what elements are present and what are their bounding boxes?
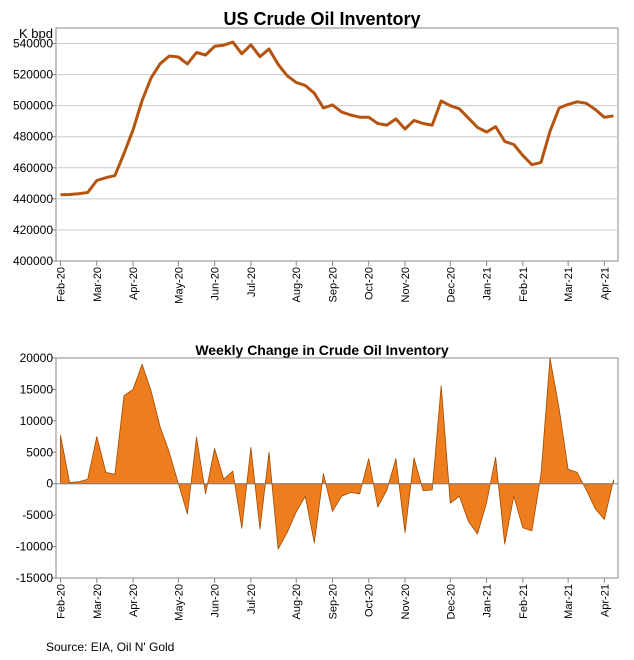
inventory-y-tick-label: 420000 xyxy=(13,223,53,237)
inventory-x-axis: Feb-20 Mar-20 Apr-20 May-20 Jun-20 Jul-20 Aug-… xyxy=(56,261,611,304)
inventory-y-tick-label: 480000 xyxy=(13,130,53,144)
weekly-change-y-axis: -15000 -10000 -5000 0 5000 10000 15000 20000 xyxy=(16,351,56,585)
weekly-change-area-chart: Weekly Change in Crude Oil Inventory -15… xyxy=(16,342,619,621)
weekly-change-x-tick-label: Apr-21 xyxy=(599,584,611,617)
weekly-change-y-tick-label: -5000 xyxy=(22,508,53,522)
weekly-change-x-tick-label: Oct-20 xyxy=(364,584,376,617)
inventory-line-chart: US Crude Oil Inventory K bpd 400000 42000… xyxy=(13,9,619,304)
inventory-y-unit: K bpd xyxy=(19,26,53,41)
inventory-y-tick-label: 400000 xyxy=(13,254,53,268)
weekly-change-y-tick-label: 10000 xyxy=(20,414,54,428)
weekly-change-x-tick-label: Feb-20 xyxy=(56,584,68,619)
weekly-change-y-tick-label: -15000 xyxy=(16,571,54,585)
inventory-x-tick-label: Aug-20 xyxy=(291,267,303,302)
weekly-change-x-tick-label: Jul-20 xyxy=(246,584,258,614)
inventory-x-tick-label: Jan-21 xyxy=(482,267,494,301)
weekly-change-x-tick-label: Nov-20 xyxy=(400,584,412,619)
inventory-x-tick-label: Dec-20 xyxy=(445,267,457,302)
inventory-series xyxy=(60,40,614,197)
inventory-x-tick-label: Jun-20 xyxy=(210,267,222,301)
inventory-x-tick-label: Mar-21 xyxy=(563,267,575,302)
inventory-y-tick-label: 520000 xyxy=(13,68,53,82)
inventory-x-tick-label: Jul-20 xyxy=(246,267,258,297)
weekly-change-x-tick-label: Sep-20 xyxy=(327,584,339,619)
inventory-x-tick-label: Mar-20 xyxy=(92,267,104,302)
source-note: Source: EIA, Oil N' Gold xyxy=(46,640,175,654)
inventory-x-tick-label: Feb-21 xyxy=(518,267,530,302)
inventory-y-tick-label: 440000 xyxy=(13,192,53,206)
weekly-change-x-tick-label: Apr-20 xyxy=(128,584,140,617)
weekly-change-x-tick-label: May-20 xyxy=(173,584,185,621)
weekly-change-x-tick-label: Dec-20 xyxy=(445,584,457,619)
inventory-y-tick-label: 460000 xyxy=(13,161,53,175)
weekly-change-y-tick-label: 20000 xyxy=(20,351,54,365)
weekly-change-y-tick-label: -10000 xyxy=(16,540,54,554)
inventory-y-tick-label: 540000 xyxy=(13,37,53,51)
weekly-change-area xyxy=(60,357,614,550)
weekly-change-x-tick-label: Jan-21 xyxy=(482,584,494,618)
inventory-x-tick-label: Apr-21 xyxy=(599,267,611,300)
weekly-change-x-tick-label: Aug-20 xyxy=(291,584,303,619)
inventory-plot-area xyxy=(55,27,619,262)
weekly-change-y-tick-label: 5000 xyxy=(26,445,53,459)
inventory-x-tick-label: Oct-20 xyxy=(364,267,376,300)
weekly-change-x-axis: Feb-20 Mar-20 Apr-20 May-20 Jun-20 Jul-20 Aug-… xyxy=(56,578,611,621)
inventory-x-tick-label: Sep-20 xyxy=(327,267,339,302)
weekly-change-x-tick-label: Jun-20 xyxy=(210,584,222,618)
inventory-y-axis: 400000 420000 440000 460000 480000 500000 5200… xyxy=(13,37,56,268)
weekly-change-x-tick-label: Mar-21 xyxy=(563,584,575,619)
inventory-line xyxy=(60,40,614,197)
weekly-change-x-tick-label: Feb-21 xyxy=(518,584,530,619)
weekly-change-chart-title: Weekly Change in Crude Oil Inventory xyxy=(195,342,449,358)
weekly-change-y-tick-label: 15000 xyxy=(20,382,54,396)
inventory-x-tick-label: Feb-20 xyxy=(56,267,68,302)
inventory-chart-title: US Crude Oil Inventory xyxy=(223,9,420,29)
inventory-x-tick-label: Nov-20 xyxy=(400,267,412,302)
inventory-x-tick-label: Apr-20 xyxy=(128,267,140,300)
weekly-change-series xyxy=(60,357,614,550)
weekly-change-y-tick-label: 0 xyxy=(46,477,53,491)
inventory-x-tick-label: May-20 xyxy=(173,267,185,304)
weekly-change-x-tick-label: Mar-20 xyxy=(92,584,104,619)
inventory-gridlines xyxy=(56,43,618,231)
inventory-y-tick-label: 500000 xyxy=(13,99,53,113)
